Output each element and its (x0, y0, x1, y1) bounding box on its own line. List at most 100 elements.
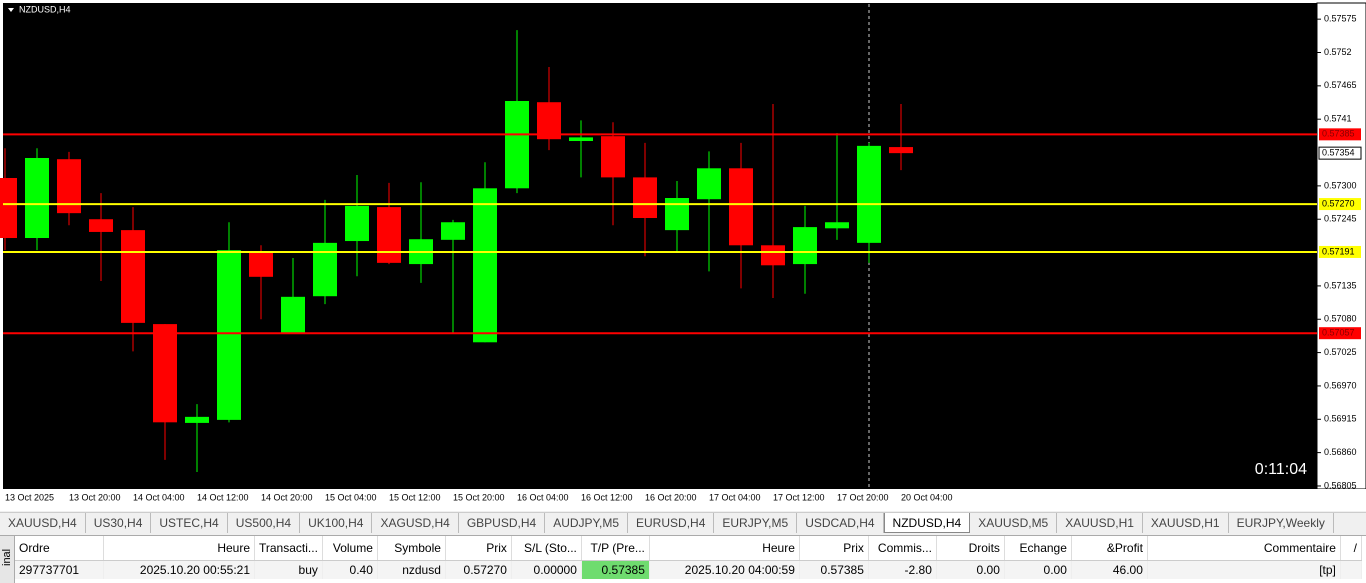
candle-body (473, 188, 497, 343)
candle-body (249, 251, 273, 277)
tab[interactable]: EURUSD,H4 (628, 513, 715, 533)
column-header[interactable]: &Profit (1071, 536, 1148, 561)
y-tick-label: 0.57575 (1324, 14, 1357, 24)
y-tick-label: 0.5752 (1324, 47, 1352, 57)
bid-label: 0.57354 (1322, 148, 1355, 158)
column-header[interactable]: Transacti... (254, 536, 323, 561)
table-cell: 0.40 (322, 560, 378, 579)
column-header[interactable]: Symbole (377, 536, 446, 561)
tab[interactable]: UK100,H4 (300, 513, 373, 533)
table-cell: -2.80 (868, 560, 937, 579)
level-tag (1319, 245, 1361, 258)
tab[interactable]: XAUUSD,M5 (970, 513, 1058, 533)
x-tick-label: 15 Oct 20:00 (453, 492, 505, 502)
x-tick-label: 17 Oct 20:00 (837, 492, 889, 502)
candle-body (537, 102, 561, 140)
tab[interactable]: EURJPY,Weekly (1229, 513, 1334, 533)
level-label: 0.57270 (1322, 198, 1355, 208)
column-header[interactable]: Heure (103, 536, 255, 561)
table-cell: [tp] (1147, 560, 1341, 579)
tab[interactable]: AUDJPY,M5 (545, 513, 629, 533)
tab[interactable]: US500,H4 (228, 513, 301, 533)
column-header[interactable]: Prix (799, 536, 869, 561)
tab[interactable]: USTEC,H4 (151, 513, 228, 533)
candle-body (857, 145, 881, 243)
terminal: inal Ordre Heure Transacti... Volume Symbole… (0, 535, 1366, 583)
tab[interactable]: XAUUSD,H4 (0, 513, 86, 533)
y-tick-label: 0.56970 (1324, 380, 1357, 390)
candle-body (761, 245, 785, 266)
candle-body (377, 207, 401, 263)
y-tick-label: 0.56805 (1324, 480, 1357, 490)
x-tick-label: 16 Oct 12:00 (581, 492, 633, 502)
column-header[interactable]: / (1340, 536, 1362, 561)
x-tick-label: 14 Oct 20:00 (261, 492, 313, 502)
candle-body (729, 168, 753, 246)
x-tick-label: 13 Oct 2025 (5, 492, 54, 502)
level-label: 0.57385 (1322, 129, 1355, 139)
candle-body (89, 219, 113, 232)
candle-body (793, 227, 817, 265)
candle-body (185, 416, 209, 423)
candle-body (441, 222, 465, 240)
x-tick-label: 15 Oct 12:00 (389, 492, 441, 502)
column-header[interactable]: Prix (445, 536, 512, 561)
candle-body (665, 198, 689, 231)
column-header[interactable]: T/P (Pre... (581, 536, 650, 561)
column-header[interactable]: Echange (1004, 536, 1072, 561)
x-tick-label: 15 Oct 04:00 (325, 492, 377, 502)
tab[interactable]: XAUUSD,H1 (1143, 513, 1229, 533)
candle-body (505, 101, 529, 189)
candle-body (121, 230, 145, 323)
column-header[interactable]: S/L (Sto... (511, 536, 582, 561)
candle-body (569, 137, 593, 142)
level-label: 0.57191 (1322, 246, 1355, 256)
tab[interactable]: XAGUSD,H4 (372, 513, 459, 533)
tab[interactable]: XAUUSD,H1 (1057, 513, 1143, 533)
table-cell: 2025.10.20 04:00:59 (649, 560, 800, 579)
table-cell: nzdusd (377, 560, 446, 579)
candle-body (633, 177, 657, 219)
tab[interactable]: EURJPY,M5 (714, 513, 798, 533)
table-cell (1340, 560, 1362, 579)
y-tick-label: 0.56860 (1324, 447, 1357, 457)
column-header[interactable]: Volume (322, 536, 378, 561)
table-cell: 0.00000 (511, 560, 582, 579)
bid-tag (1318, 146, 1362, 160)
table-row[interactable]: 297737701 2025.10.20 00:55:21 buy 0.40 nzdus… (15, 560, 1362, 579)
x-tick-label: 20 Oct 04:00 (901, 492, 953, 502)
y-tick-label: 0.57025 (1324, 347, 1357, 357)
tab[interactable]: GBPUSD,H4 (459, 513, 546, 533)
tab[interactable]: USDCAD,H4 (797, 513, 884, 533)
candle-body (825, 222, 849, 229)
column-header[interactable]: Ordre (15, 536, 104, 561)
time-scale (3, 489, 1366, 511)
x-tick-label: 16 Oct 04:00 (517, 492, 569, 502)
tab[interactable]: NZDUSD,H4 (883, 513, 971, 533)
column-header[interactable]: Commentaire (1147, 536, 1341, 561)
candle-body (281, 296, 305, 334)
trade-table: Ordre Heure Transacti... Volume Symbole Prix S… (15, 536, 1362, 579)
table-cell: 0.57385 (581, 560, 650, 579)
plot-area (3, 3, 1317, 489)
candle-body (345, 205, 369, 242)
candle-body (25, 157, 49, 239)
level-tag (1319, 327, 1361, 340)
column-header[interactable]: Droits (936, 536, 1005, 561)
menu-arrow (8, 8, 14, 12)
column-header[interactable]: Heure (649, 536, 800, 561)
column-header[interactable]: Commis... (868, 536, 937, 561)
y-tick-label: 0.57300 (1324, 180, 1357, 190)
candle-body (313, 242, 337, 297)
candle-body (697, 168, 721, 200)
table-cell: buy (254, 560, 323, 579)
y-tick-label: 0.5741 (1324, 114, 1352, 124)
table-cell: 0.00 (936, 560, 1005, 579)
tab[interactable]: US30,H4 (86, 513, 152, 533)
table-cell: 46.00 (1071, 560, 1148, 579)
y-tick-label: 0.56915 (1324, 414, 1357, 424)
candle-body (0, 177, 17, 239)
x-tick-label: 14 Oct 04:00 (133, 492, 185, 502)
x-tick-label: 13 Oct 20:00 (69, 492, 121, 502)
y-tick-label: 0.57135 (1324, 280, 1357, 290)
